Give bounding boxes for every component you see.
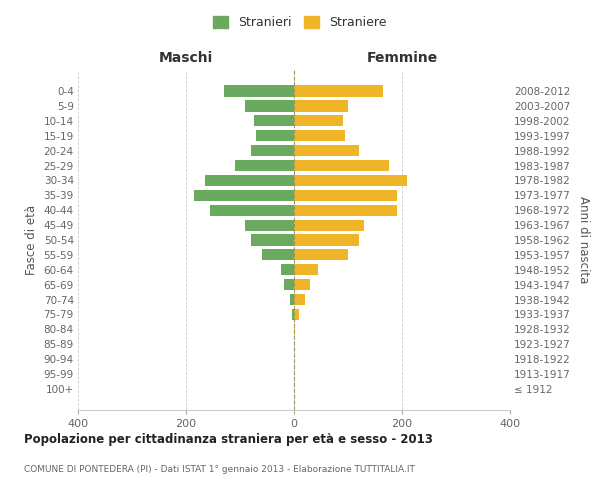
Bar [245, 220, 294, 230]
Bar [294, 279, 310, 290]
Bar [281, 264, 294, 276]
Bar [256, 130, 294, 141]
Bar [294, 309, 299, 320]
Bar [294, 250, 348, 260]
Bar [294, 264, 319, 276]
Bar [294, 175, 407, 186]
Bar [245, 100, 294, 112]
Bar [262, 250, 294, 260]
Bar [205, 175, 294, 186]
Bar [294, 100, 348, 112]
Bar [294, 115, 343, 126]
Bar [294, 204, 397, 216]
Bar [294, 86, 383, 96]
Text: Maschi: Maschi [159, 51, 213, 65]
Bar [251, 145, 294, 156]
Y-axis label: Fasce di età: Fasce di età [25, 205, 38, 275]
Bar [294, 130, 346, 141]
Bar [254, 115, 294, 126]
Bar [211, 204, 294, 216]
Text: Popolazione per cittadinanza straniera per età e sesso - 2013: Popolazione per cittadinanza straniera p… [24, 432, 433, 446]
Bar [294, 190, 397, 201]
Bar [194, 190, 294, 201]
Bar [224, 86, 294, 96]
Bar [294, 294, 305, 305]
Text: COMUNE DI PONTEDERA (PI) - Dati ISTAT 1° gennaio 2013 - Elaborazione TUTTITALIA.: COMUNE DI PONTEDERA (PI) - Dati ISTAT 1°… [24, 466, 415, 474]
Bar [251, 234, 294, 246]
Legend: Stranieri, Straniere: Stranieri, Straniere [208, 11, 392, 34]
Y-axis label: Anni di nascita: Anni di nascita [577, 196, 590, 284]
Bar [284, 279, 294, 290]
Bar [294, 220, 364, 230]
Bar [292, 309, 294, 320]
Bar [235, 160, 294, 171]
Bar [294, 145, 359, 156]
Text: Femmine: Femmine [367, 51, 437, 65]
Bar [294, 324, 295, 335]
Bar [294, 234, 359, 246]
Bar [290, 294, 294, 305]
Bar [294, 160, 389, 171]
